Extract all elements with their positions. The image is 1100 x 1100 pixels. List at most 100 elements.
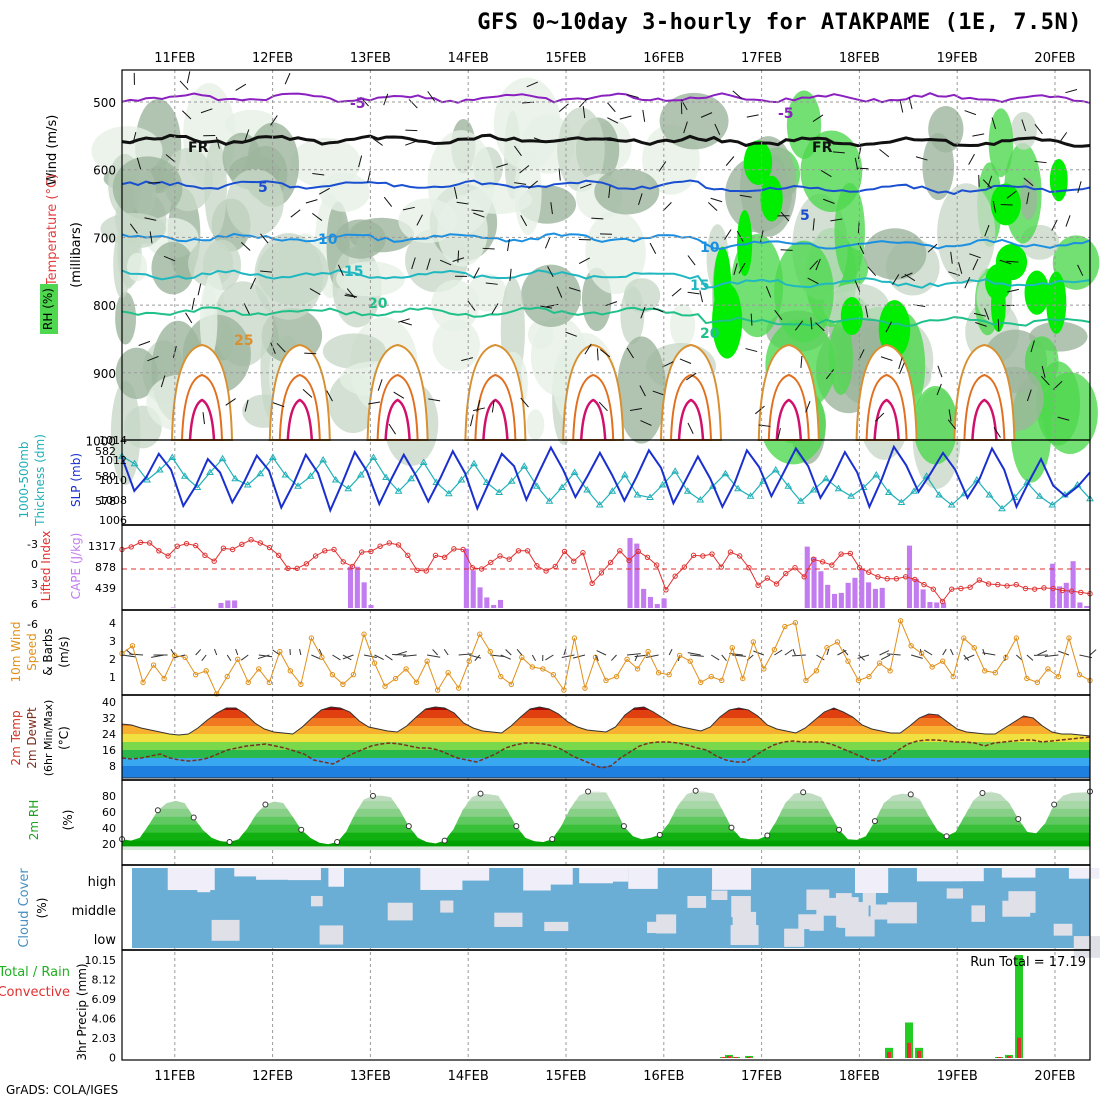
wind-barb bbox=[607, 139, 620, 142]
wind-speed-marker bbox=[813, 668, 820, 674]
cloud-gap bbox=[544, 921, 569, 932]
isotherm-label: 25 bbox=[234, 333, 253, 349]
temp-contour-35 bbox=[482, 398, 509, 441]
thickness-marker bbox=[281, 471, 290, 478]
isotherm-label: 20 bbox=[368, 296, 388, 312]
rh-blob bbox=[151, 241, 195, 295]
wind-barb bbox=[215, 136, 220, 149]
temp-contour-35 bbox=[579, 398, 607, 441]
wind10-axis-title-d: (m/s) bbox=[57, 636, 71, 667]
thickness-marker bbox=[218, 454, 227, 462]
wind-barb bbox=[388, 423, 397, 435]
rh-blob bbox=[199, 282, 218, 360]
isotherm-line bbox=[121, 179, 1091, 196]
wind-barb bbox=[984, 308, 990, 320]
wind-barb bbox=[550, 202, 553, 215]
cloud-gap bbox=[1001, 868, 1036, 878]
wind-barb bbox=[745, 348, 758, 353]
rh-legend-swatch bbox=[40, 284, 58, 334]
wind-barb bbox=[733, 263, 738, 276]
wind-barb bbox=[302, 389, 313, 398]
precip-conv-bar bbox=[747, 1056, 751, 1058]
wind-barb bbox=[400, 320, 412, 326]
thickness-marker bbox=[834, 484, 843, 492]
rh-blob bbox=[1046, 271, 1067, 334]
wind-speed-marker bbox=[950, 673, 956, 680]
wind-barb bbox=[200, 108, 213, 114]
slp-tick-label: 1012 bbox=[99, 454, 127, 467]
wind-barb bbox=[427, 91, 436, 102]
wind-speed-marker bbox=[824, 645, 830, 651]
pressure-tick-label: 1000 bbox=[85, 435, 116, 449]
rh-marker bbox=[728, 824, 735, 831]
wind-barb bbox=[865, 305, 869, 318]
wind-speed-marker bbox=[634, 666, 641, 672]
wind-barb bbox=[147, 355, 159, 362]
wind-barb bbox=[368, 401, 381, 405]
thickness-axis-title: 1000-500mb bbox=[17, 441, 31, 518]
cape-bar bbox=[845, 582, 851, 608]
isotherm-label: 15 bbox=[344, 264, 363, 280]
wind10-barb bbox=[982, 648, 986, 656]
thickness-marker bbox=[583, 486, 592, 493]
wind-speed-marker bbox=[413, 679, 420, 686]
wind-barb bbox=[473, 212, 485, 218]
wind10-barb bbox=[121, 654, 136, 658]
li-marker bbox=[921, 581, 927, 588]
rh2m-axis-title-b: (%) bbox=[61, 810, 75, 831]
cloud-level-label: high bbox=[88, 875, 116, 890]
wind-barb bbox=[1026, 192, 1030, 205]
wind-barb bbox=[272, 402, 285, 408]
wind-barb bbox=[758, 424, 771, 427]
rh-marker bbox=[190, 814, 197, 821]
wind-barb bbox=[1065, 215, 1071, 227]
rh-blob bbox=[319, 172, 370, 212]
wind10-barb bbox=[332, 654, 341, 661]
precip-conv-bar bbox=[734, 1056, 738, 1058]
isotherm-line bbox=[121, 269, 1091, 289]
li-marker bbox=[727, 549, 734, 555]
cloud-gap bbox=[854, 868, 889, 894]
cape-bar bbox=[1084, 605, 1090, 608]
wind-barb bbox=[337, 264, 344, 276]
li-marker bbox=[266, 544, 273, 551]
wind10-barb bbox=[201, 654, 207, 662]
wind10-barb bbox=[792, 654, 806, 657]
wind-speed-marker bbox=[224, 673, 230, 680]
wind10-barb bbox=[561, 654, 575, 659]
rh-blob bbox=[594, 168, 660, 215]
li-marker bbox=[128, 544, 134, 550]
wind-speed-marker bbox=[1045, 666, 1051, 672]
temp-contour-35 bbox=[286, 398, 314, 441]
wind-barb bbox=[1021, 119, 1027, 132]
slp-tick-label: 1010 bbox=[99, 474, 127, 487]
cape-bar bbox=[879, 587, 885, 608]
rh-marker bbox=[1051, 801, 1058, 808]
thickness-marker bbox=[809, 486, 818, 493]
date-label-top: 15FEB bbox=[545, 51, 586, 66]
precip-tick-label: 8.12 bbox=[92, 974, 117, 987]
wind-speed-marker bbox=[613, 673, 620, 680]
wind-barb bbox=[1006, 260, 1019, 263]
thickness-marker bbox=[268, 453, 277, 460]
temp-contour-30 bbox=[767, 373, 810, 441]
cape-bar bbox=[804, 546, 810, 608]
date-label-top: 18FEB bbox=[839, 51, 880, 66]
wind10-barb bbox=[963, 654, 970, 661]
wind-barb bbox=[144, 217, 157, 221]
rh-marker bbox=[441, 837, 448, 844]
precip-tick-label: 4.06 bbox=[92, 1013, 117, 1026]
wind10-barb bbox=[729, 652, 743, 656]
thickness-marker bbox=[847, 492, 856, 499]
wind-barb bbox=[1065, 89, 1078, 94]
temp-contour-35 bbox=[677, 398, 705, 441]
temp-contour-25 bbox=[366, 343, 429, 441]
wind-barb bbox=[250, 277, 256, 290]
temp2m-axis-title-c: (6hr Min/Max) bbox=[42, 700, 55, 777]
rh-band bbox=[122, 840, 1090, 850]
rh-blob bbox=[335, 219, 386, 259]
thickness-marker bbox=[356, 471, 365, 478]
temp-band bbox=[122, 758, 1090, 766]
wind-barb bbox=[687, 255, 696, 266]
